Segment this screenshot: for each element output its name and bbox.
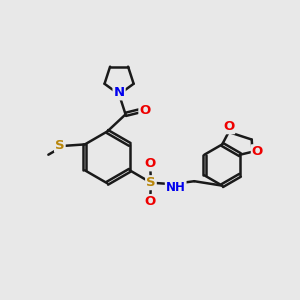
Text: O: O xyxy=(252,145,263,158)
Text: NH: NH xyxy=(166,181,186,194)
Text: O: O xyxy=(140,104,151,117)
Text: O: O xyxy=(145,157,156,170)
Text: O: O xyxy=(145,195,156,208)
Text: O: O xyxy=(223,120,234,133)
Text: S: S xyxy=(146,176,156,189)
Text: N: N xyxy=(113,86,124,99)
Text: S: S xyxy=(55,139,65,152)
